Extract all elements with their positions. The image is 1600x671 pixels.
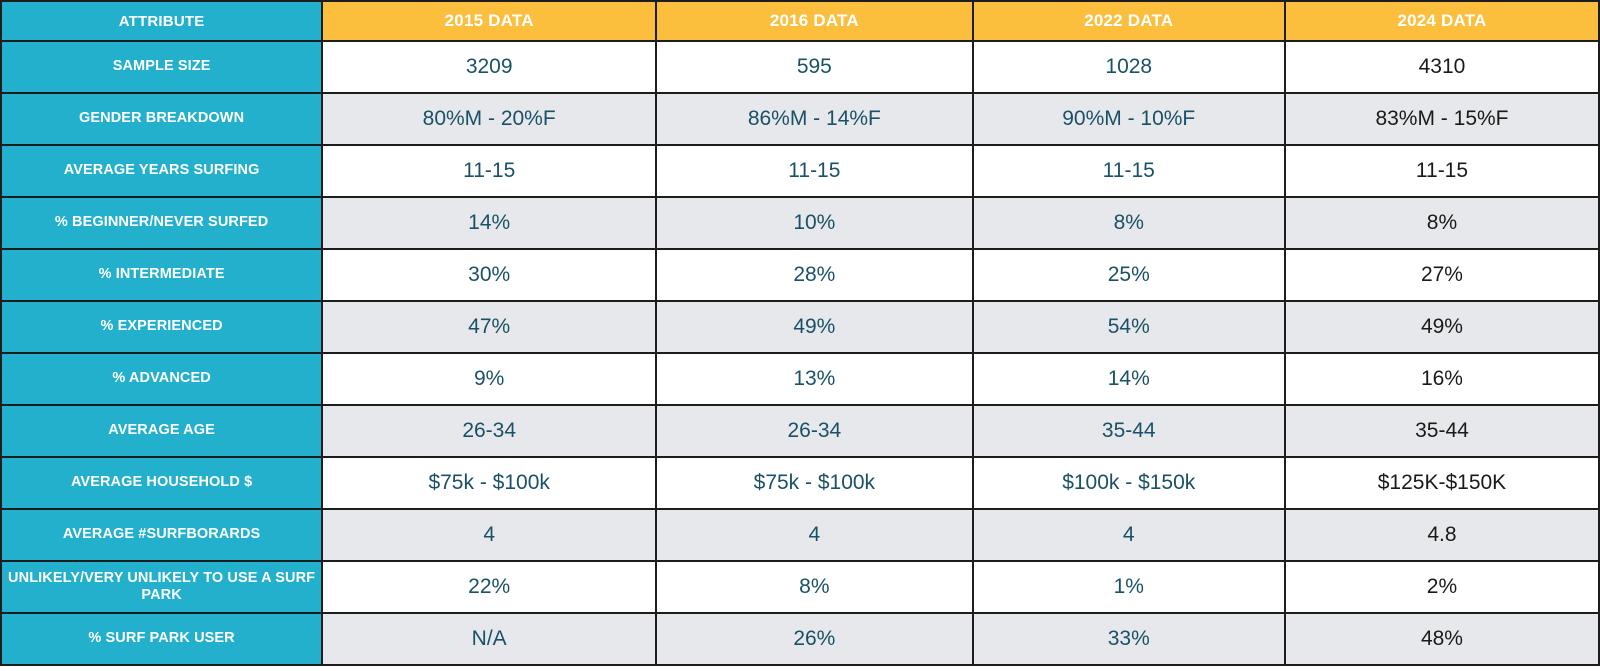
data-cell: 14% <box>971 352 1286 406</box>
table-row-average-years-surfing: AVERAGE YEARS SURFING 11-15 11-15 11-15 … <box>0 144 1600 198</box>
row-label: AVERAGE #SURFBORARDS <box>0 508 324 562</box>
table-row-sample-size: SAMPLE SIZE 3209 595 1028 4310 <box>0 40 1600 94</box>
row-label: AVERAGE AGE <box>0 404 324 458</box>
header-cell-2022-data: 2022 DATA <box>971 0 1286 42</box>
row-label: % SURF PARK USER <box>0 612 324 666</box>
data-cell: 13% <box>655 352 974 406</box>
data-cell: 48% <box>1283 612 1600 666</box>
table-row-beginner-never-surfed: % BEGINNER/NEVER SURFED 14% 10% 8% 8% <box>0 196 1600 250</box>
data-cell: 47% <box>321 300 658 354</box>
data-cell: 54% <box>971 300 1286 354</box>
row-label: % INTERMEDIATE <box>0 248 324 302</box>
data-cell: 11-15 <box>655 144 974 198</box>
data-cell: $75k - $100k <box>655 456 974 510</box>
data-cell: 26-34 <box>655 404 974 458</box>
data-cell: 26% <box>655 612 974 666</box>
data-cell: 14% <box>321 196 658 250</box>
data-cell: 35-44 <box>1283 404 1600 458</box>
row-label: % EXPERIENCED <box>0 300 324 354</box>
header-cell-2016-data: 2016 DATA <box>655 0 974 42</box>
row-label: AVERAGE YEARS SURFING <box>0 144 324 198</box>
table-row-average-age: AVERAGE AGE 26-34 26-34 35-44 35-44 <box>0 404 1600 458</box>
table-row-gender-breakdown: GENDER BREAKDOWN 80%M - 20%F 86%M - 14%F… <box>0 92 1600 146</box>
table-row-average-household-income: AVERAGE HOUSEHOLD $ $75k - $100k $75k - … <box>0 456 1600 510</box>
data-cell: 8% <box>655 560 974 614</box>
data-cell: $125K-$150K <box>1283 456 1600 510</box>
data-cell: 80%M - 20%F <box>321 92 658 146</box>
data-cell: 4.8 <box>1283 508 1600 562</box>
data-cell: 4 <box>971 508 1286 562</box>
table-row-advanced: % ADVANCED 9% 13% 14% 16% <box>0 352 1600 406</box>
data-cell: 1% <box>971 560 1286 614</box>
table-row-surf-park-user: % SURF PARK USER N/A 26% 33% 48% <box>0 612 1600 666</box>
data-cell: 4 <box>655 508 974 562</box>
data-cell: 595 <box>655 40 974 94</box>
table-row-unlikely-to-use-surf-park: UNLIKELY/VERY UNLIKELY TO USE A SURF PAR… <box>0 560 1600 614</box>
data-cell: 11-15 <box>1283 144 1600 198</box>
data-cell: N/A <box>321 612 658 666</box>
data-cell: 27% <box>1283 248 1600 302</box>
header-cell-2015-data: 2015 DATA <box>321 0 658 42</box>
header-cell-attribute: ATTRIBUTE <box>0 0 324 42</box>
data-cell: 4310 <box>1283 40 1600 94</box>
data-cell: 10% <box>655 196 974 250</box>
table-row-experienced: % EXPERIENCED 47% 49% 54% 49% <box>0 300 1600 354</box>
header-cell-2024-data: 2024 DATA <box>1283 0 1600 42</box>
data-cell: 49% <box>1283 300 1600 354</box>
row-label: UNLIKELY/VERY UNLIKELY TO USE A SURF PAR… <box>0 560 324 614</box>
data-cell: 86%M - 14%F <box>655 92 974 146</box>
data-cell: 35-44 <box>971 404 1286 458</box>
data-cell: 8% <box>971 196 1286 250</box>
row-label: AVERAGE HOUSEHOLD $ <box>0 456 324 510</box>
header-row: ATTRIBUTE 2015 DATA 2016 DATA 2022 DATA … <box>0 0 1600 42</box>
row-label: % BEGINNER/NEVER SURFED <box>0 196 324 250</box>
row-label: GENDER BREAKDOWN <box>0 92 324 146</box>
data-cell: 8% <box>1283 196 1600 250</box>
data-cell: 3209 <box>321 40 658 94</box>
data-cell: 90%M - 10%F <box>971 92 1286 146</box>
data-cell: 25% <box>971 248 1286 302</box>
data-cell: 4 <box>321 508 658 562</box>
data-cell: 30% <box>321 248 658 302</box>
data-cell: $75k - $100k <box>321 456 658 510</box>
table-row-intermediate: % INTERMEDIATE 30% 28% 25% 27% <box>0 248 1600 302</box>
data-cell: 26-34 <box>321 404 658 458</box>
data-cell: 33% <box>971 612 1286 666</box>
data-cell: 2% <box>1283 560 1600 614</box>
data-cell: 22% <box>321 560 658 614</box>
data-cell: 28% <box>655 248 974 302</box>
row-label: % ADVANCED <box>0 352 324 406</box>
data-cell: 16% <box>1283 352 1600 406</box>
data-cell: 11-15 <box>971 144 1286 198</box>
row-label: SAMPLE SIZE <box>0 40 324 94</box>
table-row-average-surfboards: AVERAGE #SURFBORARDS 4 4 4 4.8 <box>0 508 1600 562</box>
data-cell: $100k - $150k <box>971 456 1286 510</box>
data-cell: 11-15 <box>321 144 658 198</box>
data-cell: 1028 <box>971 40 1286 94</box>
data-cell: 9% <box>321 352 658 406</box>
data-cell: 49% <box>655 300 974 354</box>
data-cell: 83%M - 15%F <box>1283 92 1600 146</box>
